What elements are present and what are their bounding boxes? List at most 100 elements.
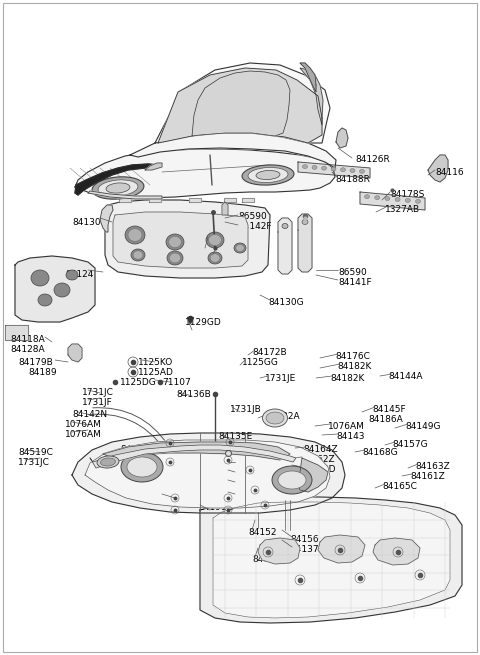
- Polygon shape: [258, 538, 300, 564]
- Polygon shape: [242, 198, 254, 202]
- Text: 84120: 84120: [213, 248, 241, 257]
- Text: 1731JC: 1731JC: [82, 388, 114, 397]
- Text: 1125AD: 1125AD: [138, 368, 174, 377]
- Polygon shape: [278, 218, 292, 274]
- Polygon shape: [336, 128, 348, 148]
- Ellipse shape: [209, 234, 221, 246]
- Text: 86590: 86590: [238, 212, 267, 221]
- Polygon shape: [213, 502, 450, 618]
- Text: 84161Z: 84161Z: [410, 472, 445, 481]
- Ellipse shape: [121, 452, 163, 482]
- Text: 84136B: 84136B: [176, 390, 211, 399]
- Polygon shape: [130, 133, 336, 168]
- Ellipse shape: [208, 252, 222, 264]
- Text: 84189: 84189: [28, 368, 57, 377]
- Ellipse shape: [278, 471, 306, 489]
- Polygon shape: [149, 198, 161, 202]
- Ellipse shape: [106, 183, 130, 193]
- Text: 1125GG: 1125GG: [242, 358, 279, 367]
- Ellipse shape: [375, 196, 380, 200]
- Text: 84186A: 84186A: [368, 415, 403, 424]
- Ellipse shape: [133, 251, 143, 259]
- Text: 84165C: 84165C: [382, 482, 417, 491]
- Text: 84178S: 84178S: [390, 190, 424, 199]
- Polygon shape: [5, 325, 28, 340]
- Ellipse shape: [234, 243, 246, 253]
- Polygon shape: [300, 63, 316, 92]
- Polygon shape: [68, 344, 82, 362]
- Polygon shape: [105, 200, 270, 278]
- Text: 84519C: 84519C: [18, 448, 53, 457]
- Text: 84139: 84139: [232, 480, 261, 489]
- Text: 71107: 71107: [162, 378, 191, 387]
- Polygon shape: [360, 192, 425, 210]
- Ellipse shape: [31, 270, 49, 286]
- Text: 1076AM: 1076AM: [65, 420, 102, 429]
- Text: 84157G: 84157G: [392, 440, 428, 449]
- Ellipse shape: [242, 165, 294, 185]
- Text: 84182K: 84182K: [337, 362, 372, 371]
- Text: 84126R: 84126R: [355, 155, 390, 164]
- Ellipse shape: [206, 232, 224, 248]
- Ellipse shape: [92, 177, 144, 199]
- Text: 84124: 84124: [65, 270, 94, 279]
- Text: 84138: 84138: [120, 455, 149, 464]
- Polygon shape: [373, 538, 420, 565]
- Ellipse shape: [266, 412, 284, 424]
- Text: 84135E: 84135E: [218, 432, 252, 441]
- Ellipse shape: [364, 195, 370, 198]
- Text: 1076AM: 1076AM: [328, 422, 365, 431]
- Text: 84152: 84152: [248, 528, 276, 537]
- Text: 84138B: 84138B: [232, 460, 267, 469]
- Text: 84130G: 84130G: [268, 298, 304, 307]
- Ellipse shape: [395, 197, 400, 202]
- Ellipse shape: [350, 168, 355, 172]
- Ellipse shape: [128, 229, 142, 241]
- Ellipse shape: [405, 198, 410, 202]
- Polygon shape: [145, 163, 162, 170]
- Polygon shape: [88, 191, 162, 199]
- Text: 1731JB: 1731JB: [230, 405, 262, 414]
- Polygon shape: [113, 212, 248, 268]
- Text: 84163Z: 84163Z: [415, 462, 450, 471]
- Polygon shape: [192, 71, 290, 136]
- Ellipse shape: [340, 168, 346, 172]
- Text: 1731JA: 1731JA: [158, 492, 190, 501]
- Text: 84144A: 84144A: [388, 372, 422, 381]
- Ellipse shape: [127, 457, 157, 477]
- Text: 1125DG: 1125DG: [120, 378, 157, 387]
- Text: 84116: 84116: [435, 168, 464, 177]
- Text: 84182K: 84182K: [330, 374, 364, 383]
- Ellipse shape: [97, 456, 119, 468]
- Text: 84128A: 84128A: [10, 345, 45, 354]
- Ellipse shape: [167, 251, 183, 265]
- Text: 1731JF: 1731JF: [82, 398, 113, 407]
- Text: 1076AM: 1076AM: [65, 430, 102, 439]
- Text: 84162Z: 84162Z: [300, 455, 335, 464]
- Text: 84191G: 84191G: [198, 503, 234, 512]
- Text: 84118A: 84118A: [10, 335, 45, 344]
- Ellipse shape: [302, 219, 308, 225]
- Polygon shape: [75, 149, 335, 198]
- Ellipse shape: [66, 270, 78, 280]
- Ellipse shape: [236, 244, 244, 252]
- Text: 84168G: 84168G: [362, 448, 397, 457]
- Ellipse shape: [360, 170, 364, 174]
- Ellipse shape: [210, 253, 220, 262]
- Polygon shape: [119, 198, 131, 202]
- Text: 84156: 84156: [290, 535, 319, 544]
- Text: 84176C: 84176C: [335, 352, 370, 361]
- Text: 84172B: 84172B: [252, 348, 287, 357]
- Text: 86590: 86590: [338, 268, 367, 277]
- Ellipse shape: [38, 294, 52, 306]
- Text: 84130H: 84130H: [72, 218, 108, 227]
- Text: 84132A: 84132A: [265, 412, 300, 421]
- Polygon shape: [85, 440, 330, 508]
- Text: 84188R: 84188R: [335, 175, 370, 184]
- Ellipse shape: [263, 409, 288, 427]
- Text: 1327AB: 1327AB: [385, 205, 420, 214]
- Polygon shape: [155, 63, 330, 143]
- Polygon shape: [428, 155, 448, 182]
- Ellipse shape: [272, 466, 312, 494]
- Ellipse shape: [282, 223, 288, 229]
